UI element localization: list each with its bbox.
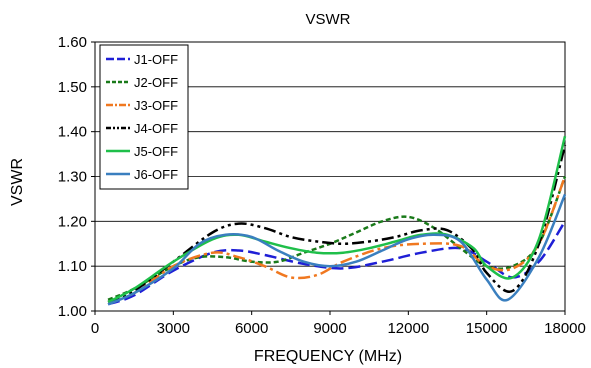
y-tick-label: 1.60 — [58, 34, 87, 51]
legend-label: J4-OFF — [134, 121, 178, 136]
legend-label: J1-OFF — [134, 52, 178, 67]
legend-label: J3-OFF — [134, 98, 178, 113]
series-line-j5-off — [107, 135, 567, 304]
legend: J1-OFF J2-OFF J3-OFF J4-OFF J5-OFF J6-OFF — [99, 44, 189, 190]
y-tick-label: 1.40 — [58, 124, 87, 141]
y-tick-label: 1.30 — [58, 169, 87, 186]
x-tick-label: 15000 — [466, 320, 508, 337]
y-tick-label: 1.10 — [58, 258, 87, 275]
x-tick-label: 6000 — [235, 320, 268, 337]
x-tick-label: 18000 — [544, 320, 586, 337]
x-tick-label: 9000 — [313, 320, 346, 337]
series-line-j3-off — [107, 176, 567, 304]
legend-label: J5-OFF — [134, 144, 178, 159]
x-axis-ticks: 0 3000 6000 9000 12000 15000 18000 — [91, 311, 586, 337]
x-tick-label: 0 — [91, 320, 99, 337]
series-lines — [107, 135, 567, 306]
y-axis-ticks: 1.00 1.10 1.20 1.30 1.40 1.50 1.60 — [58, 34, 95, 320]
series-line-j6-off — [107, 193, 567, 306]
series-line-j1-off — [107, 220, 567, 306]
legend-box — [99, 44, 189, 190]
legend-label: J6-OFF — [134, 167, 178, 182]
chart-title: VSWR — [306, 11, 351, 28]
y-tick-label: 1.00 — [58, 303, 87, 320]
series-line-j4-off — [107, 144, 567, 304]
legend-label: J2-OFF — [134, 75, 178, 90]
y-tick-label: 1.20 — [58, 213, 87, 230]
x-tick-label: 3000 — [157, 320, 190, 337]
x-tick-label: 12000 — [387, 320, 429, 337]
y-axis-label: VSWR — [9, 158, 26, 206]
x-axis-label: FREQUENCY (MHz) — [254, 348, 402, 365]
y-tick-label: 1.50 — [58, 79, 87, 96]
